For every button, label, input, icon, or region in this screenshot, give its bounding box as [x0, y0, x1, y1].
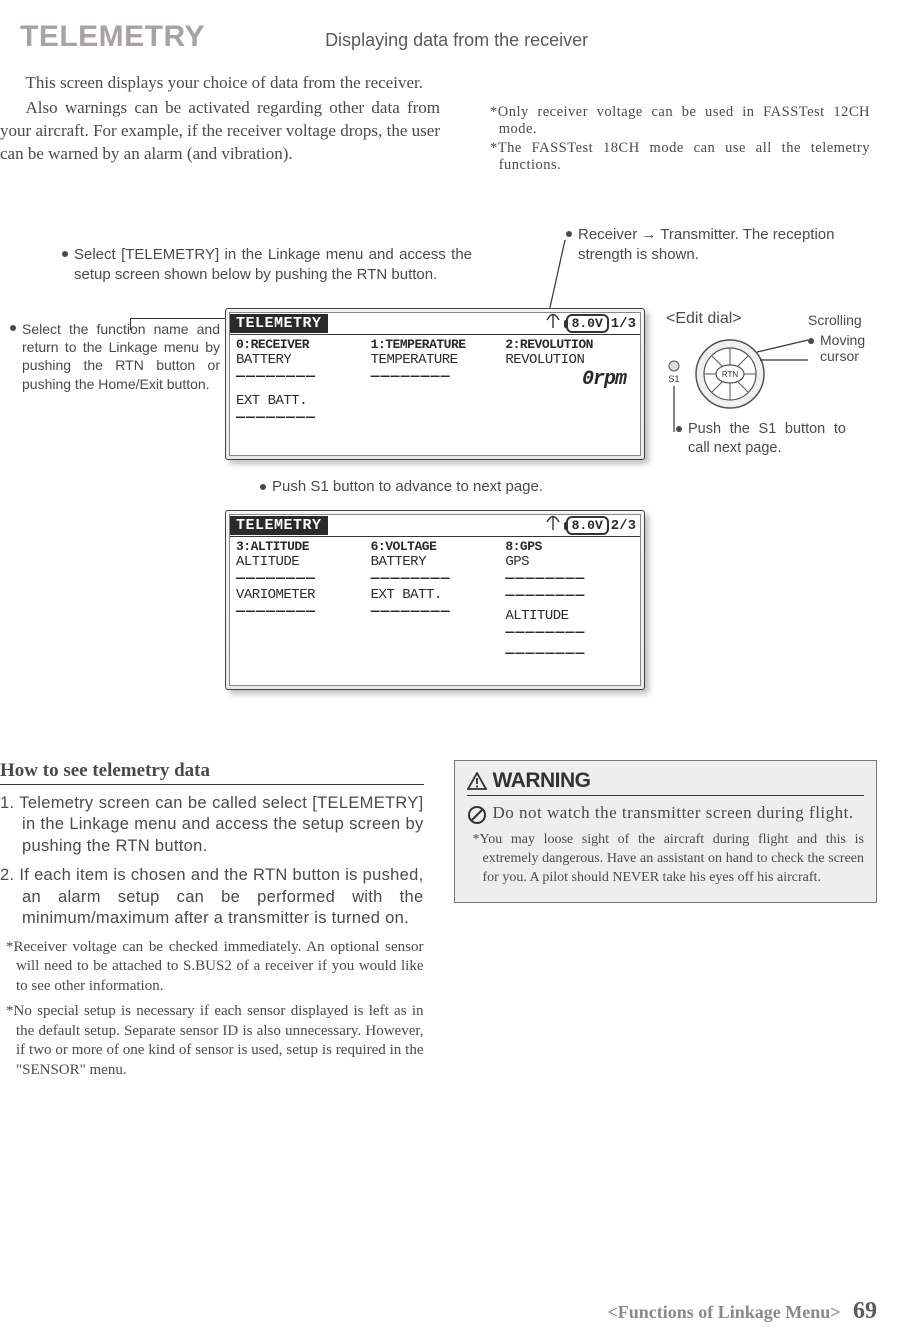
bullet-icon [10, 325, 16, 331]
page-title: TELEMETRY [20, 20, 205, 54]
warning-title: WARNING [493, 769, 591, 793]
lcd1-cell1-value: ———————— [371, 368, 500, 385]
dial-s1-note: Push the S1 button to call next page. [676, 420, 846, 458]
lcd1-cell2-name: REVOLUTION [505, 352, 634, 368]
lcd1-cell0-value: ———————— [236, 368, 365, 385]
lcd2-r3c2-name: ALTITUDE [505, 608, 634, 624]
lcd2-cell2-label: 8:GPS [505, 539, 634, 554]
lcd1-cell2-value: 0rpm [505, 368, 634, 391]
lcd2-cell2-name: GPS [505, 554, 634, 570]
lcd-screen-2: TELEMETRY 8.0V 2/3 3:ALTITUDE ALTITUDE —… [225, 510, 645, 690]
lcd2-cell0-label: 3:ALTITUDE [236, 539, 365, 554]
page-footer: <Functions of Linkage Menu> 69 [607, 1298, 877, 1325]
antenna-icon [546, 515, 560, 536]
antenna-icon [546, 313, 560, 334]
callout-push-s1-text: Push S1 button to advance to next page. [272, 478, 543, 495]
callout-select-function-text: Select the function name and return to t… [22, 320, 220, 393]
callout-line [130, 318, 131, 330]
bullet-icon [260, 484, 266, 490]
dial-scrolling-label: Scrolling [808, 312, 862, 328]
lcd-screen-1: TELEMETRY 8.0V 1/3 0:RECEIVER BATTERY ——… [225, 308, 645, 460]
intro-p1: This screen displays your choice of data… [0, 72, 440, 95]
intro-text: This screen displays your choice of data… [0, 72, 440, 166]
lcd1-title: TELEMETRY [230, 314, 328, 333]
bullet-icon [62, 251, 68, 257]
dial-icon: RTN S1 [660, 332, 810, 432]
lcd2-r2c1-name: EXT BATT. [371, 587, 500, 603]
callout-select-function: Select the function name and return to t… [10, 320, 220, 393]
lcd2-r2c0-name: VARIOMETER [236, 587, 365, 603]
lcd2-cell1-name: BATTERY [371, 554, 500, 570]
lcd2-cell0-name: ALTITUDE [236, 554, 365, 570]
howto-step-2: 2. If each item is chosen and the RTN bu… [0, 865, 424, 929]
warning-triangle-icon [467, 772, 487, 790]
footer-section: <Functions of Linkage Menu> [607, 1302, 840, 1322]
lcd1-cell1-name: TEMPERATURE [371, 352, 500, 368]
lcd2-voltage: 8.0V [566, 516, 609, 535]
lcd1-cell2-label: 2:REVOLUTION [505, 337, 634, 352]
dial-moving-label: Moving cursor [820, 332, 880, 364]
callout-push-s1: Push S1 button to advance to next page. [260, 478, 543, 495]
lcd1-cell0-name: BATTERY [236, 352, 365, 368]
lcd1-cell1-label: 1:TEMPERATURE [371, 337, 500, 352]
dial-rtn-label: RTN [722, 370, 739, 379]
dial-moving-cursor: Moving cursor [808, 332, 880, 364]
lcd2-r2c1-value: ———————— [371, 603, 500, 620]
lcd2-r2c0-value: ———————— [236, 603, 365, 620]
lcd1-cell0-label: 0:RECEIVER [236, 337, 365, 352]
dial-s1-note-text: Push the S1 button to call next page. [688, 420, 846, 458]
lcd2-r2c2-value: ———————— [505, 587, 634, 604]
intro-p2: Also warnings can be activated regarding… [0, 97, 440, 166]
lcd2-r4c2-value: ———————— [505, 645, 634, 662]
warning-footnote: *You may loose sight of the aircraft dur… [467, 831, 865, 888]
lcd1-ext-label: EXT BATT. [236, 393, 634, 409]
lcd1-page: 1/3 [611, 316, 636, 332]
howto-footnote-2: *No special setup is necessary if each s… [0, 1002, 424, 1080]
bullet-icon [676, 426, 682, 432]
lcd2-r3c2-value: ———————— [505, 624, 634, 641]
callout-setup: Select [TELEMETRY] in the Linkage menu a… [62, 245, 472, 286]
howto-column: How to see telemetry data 1. Telemetry s… [0, 760, 424, 1086]
lcd2-cell0-value: ———————— [236, 570, 365, 587]
lcd1-voltage: 8.0V [566, 314, 609, 333]
intro-notes: *Only receiver voltage can be used in FA… [490, 104, 870, 176]
lcd2-page: 2/3 [611, 518, 636, 534]
intro-note2: *The FASSTest 18CH mode can use all the … [490, 140, 870, 174]
warning-column: WARNING Do not watch the transmitter scr… [454, 760, 878, 1086]
lcd1-ext-value: ———————— [236, 409, 634, 426]
bullet-icon [808, 338, 814, 344]
dial-s1-label: S1 [668, 374, 679, 384]
lcd2-title: TELEMETRY [230, 516, 328, 535]
howto-step-1: 1. Telemetry screen can be called select… [0, 793, 424, 857]
callout-setup-text: Select [TELEMETRY] in the Linkage menu a… [74, 245, 472, 286]
intro-note1: *Only receiver voltage can be used in FA… [490, 104, 870, 138]
warning-body: Do not watch the transmitter screen duri… [493, 802, 854, 825]
lcd2-cell1-label: 6:VOLTAGE [371, 539, 500, 554]
lcd2-cell1-value: ———————— [371, 570, 500, 587]
page-number: 69 [853, 1298, 877, 1324]
howto-title: How to see telemetry data [0, 760, 424, 785]
page-subtitle: Displaying data from the receiver [325, 30, 588, 51]
bullet-icon [566, 231, 572, 237]
howto-footnote-1: *Receiver voltage can be checked immedia… [0, 938, 424, 997]
edit-dial-diagram: <Edit dial> RTN S1 Scrolling Moving curs… [660, 310, 880, 432]
warning-box: WARNING Do not watch the transmitter scr… [454, 760, 878, 903]
prohibit-icon [467, 805, 487, 825]
lcd2-cell2-value: ———————— [505, 570, 634, 587]
